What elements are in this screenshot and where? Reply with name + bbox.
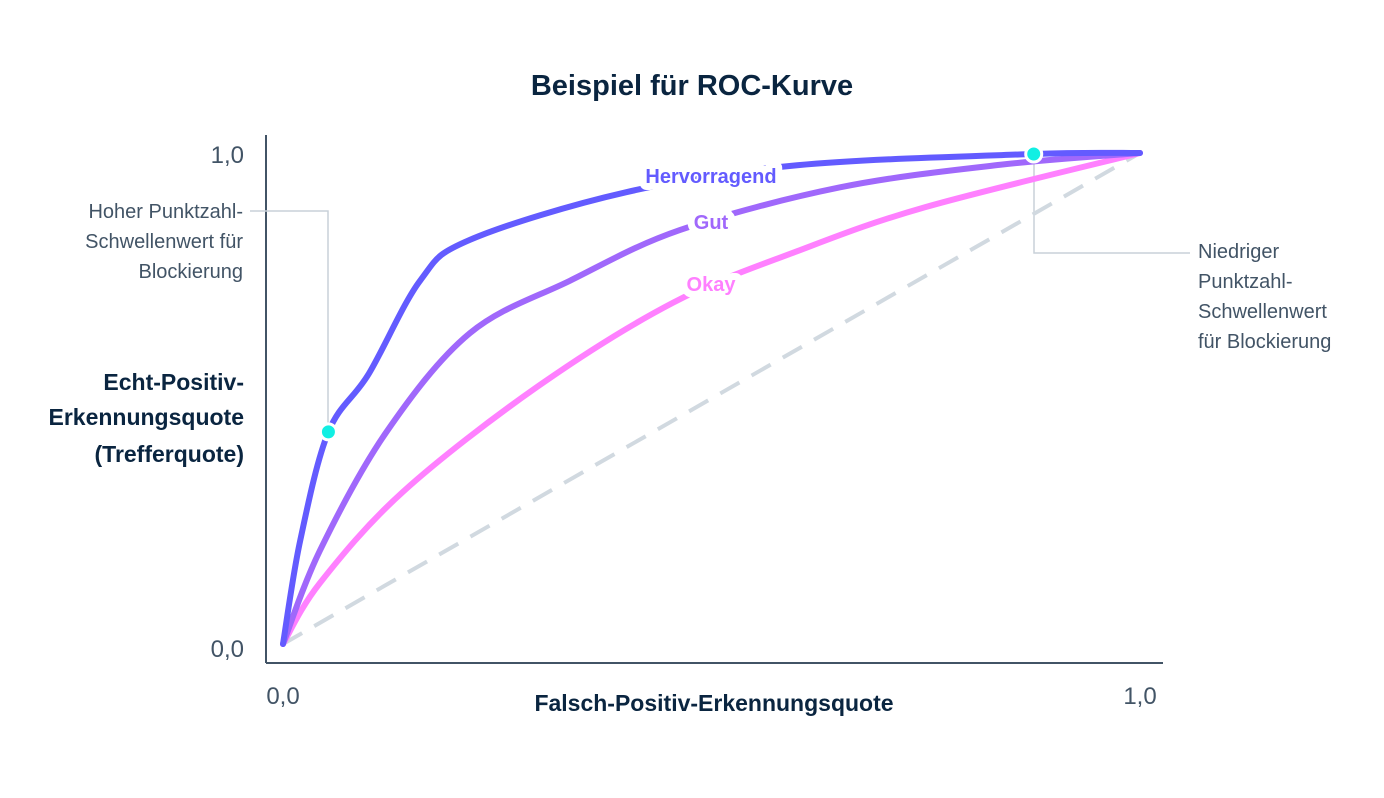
annotation-leader-high	[250, 210, 329, 425]
marker-layer	[318, 144, 1044, 442]
annotation-high-line2: Schwellenwert für	[85, 231, 243, 253]
annotation-high-line1: Hoher Punktzahl-	[88, 201, 243, 223]
annotation-high-line3: Blockierung	[138, 261, 243, 283]
y-axis-label-line3: (Trefferquote)	[95, 441, 245, 467]
annotation-low-line4: für Blockierung	[1198, 331, 1331, 353]
series-label-gut: Gut	[694, 212, 729, 234]
x-axis-label: Falsch-Positiv-Erkennungsquote	[534, 690, 893, 716]
annotation-leader-low	[1033, 160, 1190, 254]
series-line-hervorragend	[280, 149, 1143, 647]
annotation-low-line3: Schwellenwert	[1198, 301, 1327, 323]
threshold-marker-0	[318, 422, 338, 442]
annotation-low-line1: Niedriger	[1198, 241, 1279, 263]
x-tick-0: 0,0	[266, 683, 299, 710]
series-label-hervorragend: Hervorragend	[645, 166, 776, 188]
annotation-low-line2: Punktzahl-	[1198, 271, 1293, 293]
series-label-okay: Okay	[687, 274, 737, 296]
threshold-marker-1	[1024, 144, 1044, 164]
series-layer	[280, 149, 1143, 647]
series-line-gut	[280, 150, 1143, 647]
chart-title: Beispiel für ROC-Kurve	[531, 70, 853, 102]
random-classifier-line	[282, 151, 1141, 646]
x-tick-1: 1,0	[1123, 683, 1156, 710]
y-tick-1: 1,0	[211, 142, 244, 169]
series-line-okay	[280, 150, 1143, 647]
y-axis-label-line2: Erkennungsquote	[48, 404, 244, 430]
y-axis-label-line1: Echt-Positiv-	[103, 369, 244, 395]
y-tick-0: 0,0	[211, 636, 244, 663]
